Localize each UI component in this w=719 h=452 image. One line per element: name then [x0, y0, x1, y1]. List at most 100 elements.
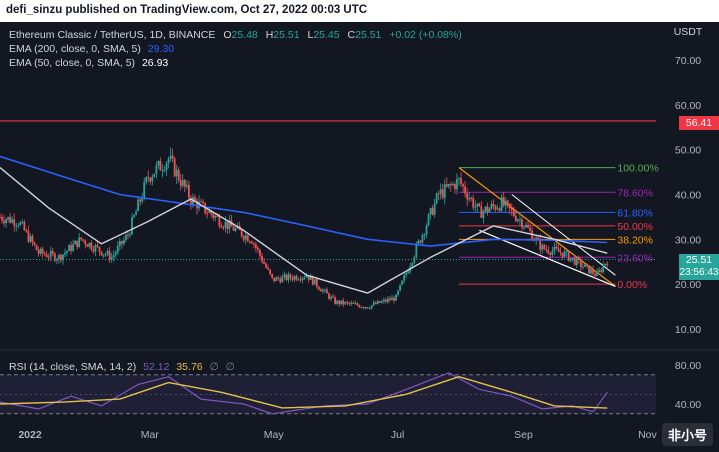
candle-body — [88, 242, 91, 247]
candle-body — [287, 274, 290, 280]
fib-level-label: 23.60% — [617, 252, 653, 264]
candle-body — [265, 263, 267, 268]
candle-body — [171, 155, 174, 159]
symbol-name[interactable]: Ethereum Classic / TetherUS, 1D, BINANCE — [9, 29, 216, 41]
candle-body — [354, 303, 357, 305]
time-tick-label: Sep — [514, 429, 533, 441]
candle-body — [275, 277, 278, 282]
current-price-value: 25.51 — [685, 254, 713, 266]
candle-body — [139, 199, 142, 202]
candle-body — [334, 297, 337, 304]
candle-body — [173, 158, 176, 177]
candle-body — [163, 170, 166, 172]
candle-body — [547, 249, 550, 254]
candle-body — [435, 193, 438, 204]
candle-body — [37, 250, 40, 254]
candle-body — [563, 251, 566, 257]
candle-body — [68, 245, 70, 252]
candle-body — [133, 215, 135, 218]
candle-body — [545, 249, 548, 251]
candle-body — [508, 203, 511, 209]
currency-label: USDT — [674, 26, 703, 38]
candle-body — [305, 276, 308, 278]
current-price-label: 25.51 23:56:43 — [679, 254, 719, 280]
candle-body — [577, 257, 580, 260]
candle-body — [64, 252, 66, 255]
candle-body — [348, 302, 351, 304]
candle-body — [21, 221, 24, 223]
candle-body — [135, 211, 137, 216]
candle-body — [419, 240, 422, 243]
candle-body — [86, 244, 89, 247]
candle-body — [413, 256, 416, 263]
candle-body — [376, 301, 379, 305]
candle-body — [324, 289, 326, 291]
candle-body — [210, 210, 213, 215]
candle-body — [127, 234, 129, 236]
candle-body — [240, 230, 243, 237]
candle-body — [433, 203, 436, 215]
candle-body — [307, 276, 310, 280]
rsi-legend[interactable]: RSI (14, close, SMA, 14, 2) 52.12 35.76 … — [9, 361, 235, 373]
open-value: 25.48 — [231, 29, 258, 41]
candle-body — [393, 297, 395, 301]
countdown-value: 23:56:43 — [679, 267, 719, 278]
candle-body — [31, 236, 34, 243]
candle-body — [7, 216, 10, 220]
watermark-text: 非小号 — [667, 428, 707, 443]
candle-body — [11, 219, 14, 223]
candle-body — [344, 302, 347, 305]
price-tick-label: 30.00 — [675, 234, 701, 246]
candle-body — [179, 180, 182, 186]
candle-body — [340, 300, 343, 305]
candle-body — [535, 237, 538, 241]
candle-body — [43, 253, 46, 255]
candle-body — [484, 206, 487, 212]
candle-body — [214, 216, 217, 218]
ema200-legend[interactable]: EMA (200, close, 0, SMA, 5) 29.30 — [9, 43, 174, 55]
candle-body — [157, 160, 160, 166]
candle-body — [358, 305, 361, 308]
candle-body — [559, 251, 562, 253]
candle-body — [200, 201, 202, 203]
candle-body — [313, 279, 316, 285]
candle-body — [466, 193, 469, 200]
rsi-empty-1: ∅ — [209, 361, 219, 373]
price-tick-label: 70.00 — [675, 55, 701, 67]
candle-body — [208, 210, 211, 213]
candle-body — [98, 246, 101, 252]
candle-body — [108, 251, 111, 260]
candle-body — [161, 170, 164, 172]
candle-body — [41, 248, 44, 254]
candle-body — [252, 243, 255, 245]
candle-body — [13, 219, 16, 226]
watermark-logo: 非小号 — [661, 423, 713, 446]
candle-body — [218, 216, 221, 227]
candle-body — [417, 240, 420, 245]
candle-body — [66, 251, 68, 253]
candle-body — [0, 216, 1, 218]
candle-body — [183, 179, 186, 187]
candle-body — [303, 277, 306, 279]
chart-canvas[interactable]: USDT 70.00 60.00 50.00 40.00 30.00 20.00 10.00 8… — [0, 22, 719, 452]
candle-body — [356, 303, 359, 306]
candle-body — [169, 155, 172, 159]
candle-body — [261, 255, 263, 262]
chart-area[interactable]: USDT 70.00 60.00 50.00 40.00 30.00 20.00 10.00 8… — [0, 22, 719, 452]
candle-body — [464, 186, 466, 194]
candle-body — [141, 197, 144, 202]
candle-body — [482, 211, 485, 218]
ema50-legend[interactable]: EMA (50, close, 0, SMA, 5) 26.93 — [9, 57, 168, 69]
candle-body — [364, 307, 367, 309]
candle-body — [114, 252, 117, 255]
candle-body — [269, 269, 272, 274]
candle-body — [573, 257, 576, 265]
candle-body — [328, 293, 330, 299]
candle-body — [187, 184, 190, 198]
candle-body — [474, 206, 477, 208]
candle-body — [198, 201, 200, 209]
candle-body — [458, 178, 460, 180]
candle-body — [330, 296, 332, 299]
candle-body — [234, 228, 237, 231]
candle-body — [301, 277, 304, 280]
